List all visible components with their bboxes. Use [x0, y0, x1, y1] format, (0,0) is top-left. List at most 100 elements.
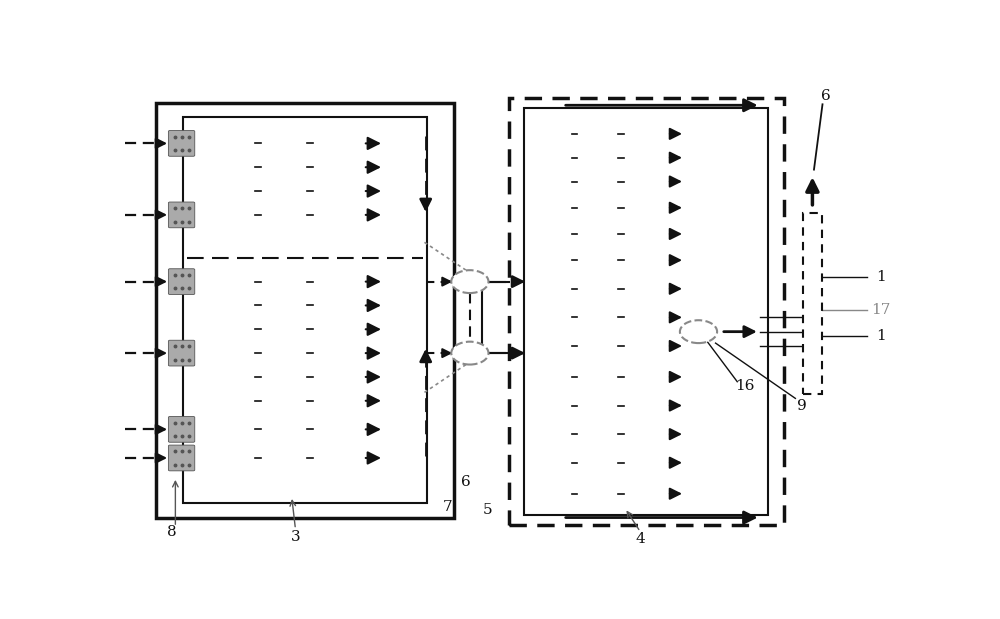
FancyBboxPatch shape [311, 168, 336, 178]
Circle shape [609, 321, 617, 326]
Circle shape [587, 173, 595, 178]
Circle shape [625, 226, 633, 231]
Circle shape [656, 454, 664, 460]
FancyBboxPatch shape [598, 463, 620, 474]
Circle shape [587, 184, 595, 189]
FancyBboxPatch shape [598, 182, 620, 193]
FancyBboxPatch shape [622, 435, 645, 445]
Circle shape [245, 450, 254, 455]
FancyBboxPatch shape [311, 378, 336, 387]
Circle shape [625, 126, 633, 131]
FancyBboxPatch shape [622, 289, 645, 300]
Circle shape [287, 380, 296, 385]
Circle shape [210, 321, 219, 326]
Circle shape [554, 263, 562, 268]
Circle shape [609, 310, 617, 314]
Circle shape [314, 308, 322, 314]
FancyBboxPatch shape [644, 435, 667, 445]
Circle shape [297, 433, 305, 438]
Text: 7: 7 [443, 500, 452, 514]
FancyBboxPatch shape [622, 158, 645, 168]
Circle shape [314, 297, 322, 302]
Circle shape [647, 454, 655, 460]
Circle shape [220, 404, 228, 409]
Circle shape [297, 218, 305, 223]
Circle shape [609, 437, 617, 442]
Circle shape [220, 433, 228, 438]
Circle shape [297, 285, 305, 290]
Circle shape [554, 349, 562, 354]
FancyBboxPatch shape [232, 271, 257, 281]
FancyBboxPatch shape [168, 131, 195, 156]
Circle shape [287, 433, 296, 438]
FancyBboxPatch shape [284, 430, 309, 440]
Circle shape [578, 263, 587, 268]
Circle shape [314, 183, 322, 188]
Circle shape [554, 211, 562, 216]
Circle shape [609, 263, 617, 268]
FancyBboxPatch shape [259, 180, 284, 191]
Circle shape [324, 332, 332, 337]
Circle shape [235, 147, 244, 152]
FancyBboxPatch shape [644, 452, 667, 462]
Circle shape [314, 207, 322, 212]
Circle shape [245, 345, 254, 350]
Circle shape [532, 426, 540, 431]
Circle shape [601, 380, 609, 385]
Circle shape [262, 274, 271, 279]
Circle shape [656, 252, 664, 257]
Circle shape [339, 194, 348, 199]
FancyBboxPatch shape [232, 319, 257, 329]
FancyBboxPatch shape [207, 378, 232, 387]
Circle shape [532, 437, 540, 442]
Circle shape [349, 308, 357, 314]
Circle shape [587, 237, 595, 242]
Circle shape [554, 310, 562, 314]
Circle shape [245, 297, 254, 302]
Circle shape [563, 226, 571, 231]
Circle shape [349, 433, 357, 438]
Circle shape [647, 380, 655, 385]
Circle shape [235, 356, 244, 361]
FancyBboxPatch shape [529, 483, 552, 493]
Circle shape [563, 338, 571, 343]
Circle shape [656, 380, 664, 385]
FancyBboxPatch shape [622, 123, 645, 134]
Circle shape [314, 461, 322, 466]
FancyBboxPatch shape [529, 182, 552, 193]
Circle shape [554, 173, 562, 178]
FancyBboxPatch shape [575, 306, 598, 317]
Circle shape [262, 345, 271, 350]
FancyBboxPatch shape [575, 406, 598, 417]
Circle shape [220, 159, 228, 164]
FancyBboxPatch shape [311, 157, 336, 167]
Text: 17: 17 [871, 303, 890, 317]
Circle shape [210, 183, 219, 188]
Circle shape [532, 310, 540, 314]
Circle shape [287, 422, 296, 426]
Circle shape [532, 173, 540, 178]
FancyBboxPatch shape [598, 208, 620, 219]
Circle shape [633, 437, 642, 442]
Circle shape [235, 461, 244, 466]
Circle shape [349, 332, 357, 337]
FancyBboxPatch shape [575, 197, 598, 207]
Circle shape [625, 338, 633, 343]
Circle shape [656, 321, 664, 326]
Circle shape [563, 263, 571, 268]
Circle shape [563, 321, 571, 326]
FancyBboxPatch shape [207, 204, 232, 214]
Circle shape [287, 297, 296, 302]
Circle shape [235, 207, 244, 212]
Circle shape [656, 211, 664, 216]
Circle shape [541, 280, 549, 286]
Circle shape [262, 170, 271, 175]
FancyBboxPatch shape [529, 452, 552, 462]
Circle shape [532, 454, 540, 460]
Circle shape [339, 369, 348, 374]
Circle shape [601, 397, 609, 402]
FancyBboxPatch shape [259, 430, 284, 440]
Circle shape [633, 466, 642, 471]
Circle shape [625, 150, 633, 155]
FancyBboxPatch shape [207, 401, 232, 412]
